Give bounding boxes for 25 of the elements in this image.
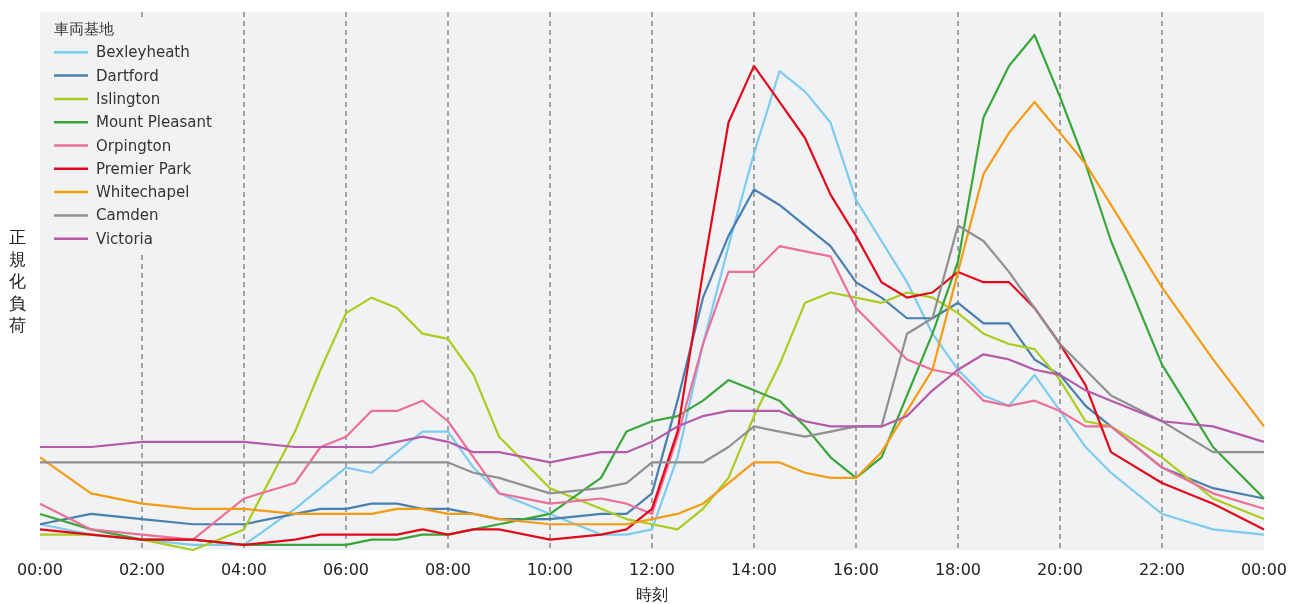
legend-title: 車両基地 — [54, 20, 114, 38]
legend-label: Premier Park — [96, 159, 192, 178]
legend-label: Dartford — [96, 66, 159, 85]
x-tick-label: 04:00 — [220, 560, 268, 579]
legend-label: Orpington — [96, 136, 172, 155]
legend-label: Victoria — [96, 229, 153, 248]
x-tick-label: 22:00 — [1138, 560, 1186, 579]
x-tick-label: 02:00 — [118, 560, 166, 579]
x-tick-label: 06:00 — [322, 560, 370, 579]
legend-label: Camden — [96, 206, 159, 225]
x-axis-title: 時刻 — [636, 585, 668, 604]
legend-label: Islington — [96, 89, 161, 108]
x-tick-label: 12:00 — [628, 560, 676, 579]
x-tick-label: 00:00 — [1240, 560, 1288, 579]
x-tick-label: 00:00 — [16, 560, 64, 579]
x-tick-label: 20:00 — [1036, 560, 1084, 579]
x-tick-label: 18:00 — [934, 560, 982, 579]
legend-label: Bexleyheath — [96, 43, 190, 62]
legend-label: Whitechapel — [96, 183, 190, 202]
y-axis-title: 正規化負荷 — [8, 227, 26, 335]
x-tick-label: 10:00 — [526, 560, 574, 579]
legend-label: Mount Pleasant — [96, 113, 212, 132]
x-tick-label: 08:00 — [424, 560, 472, 579]
x-tick-label: 16:00 — [832, 560, 880, 579]
x-tick-label: 14:00 — [730, 560, 778, 579]
